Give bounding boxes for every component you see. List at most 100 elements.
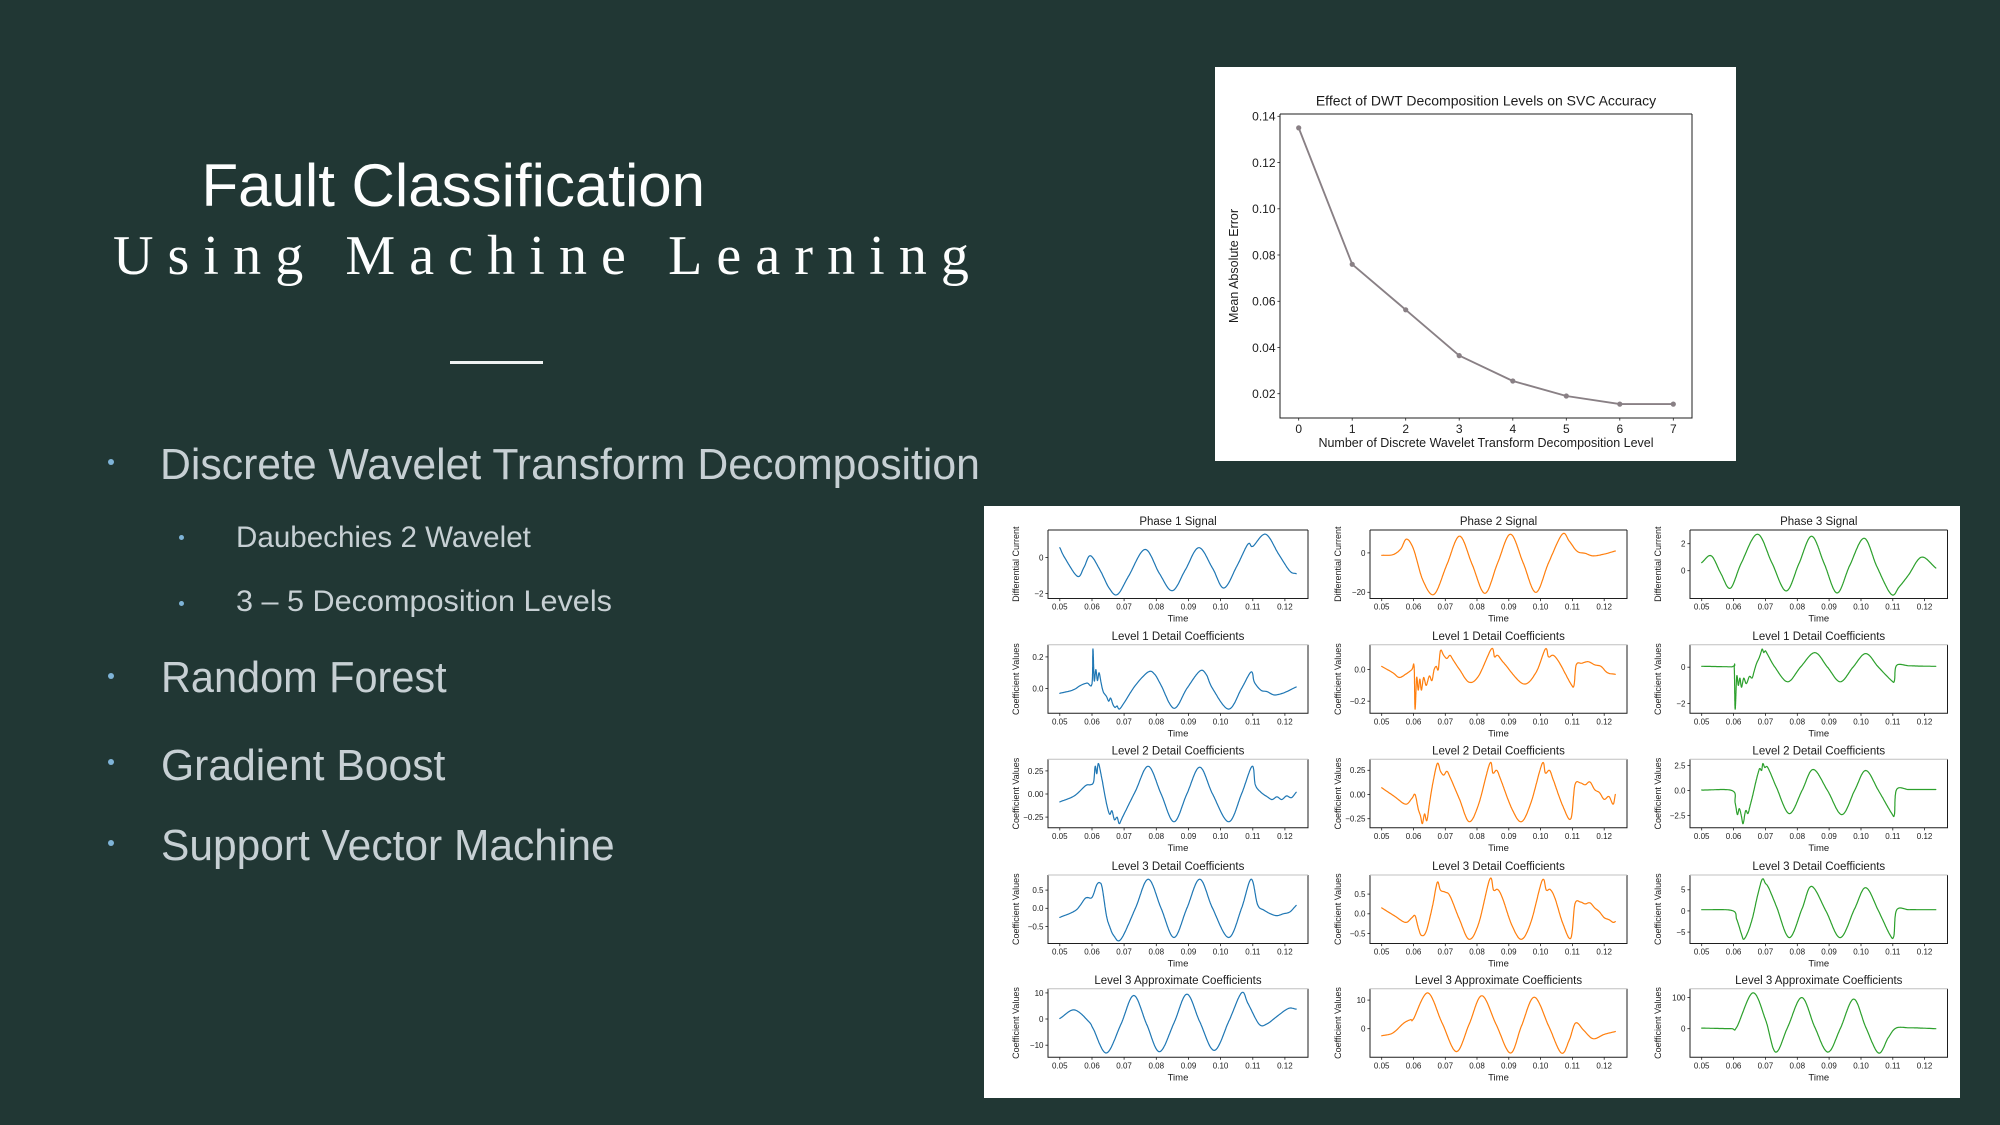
svg-text:0.06: 0.06: [1726, 948, 1742, 957]
svg-text:0.07: 0.07: [1116, 718, 1132, 727]
svg-text:Level 1 Detail Coefficients: Level 1 Detail Coefficients: [1112, 631, 1245, 643]
svg-text:Time: Time: [1488, 614, 1509, 625]
svg-text:0.00: 0.00: [1028, 790, 1044, 799]
svg-text:Time: Time: [1808, 729, 1829, 740]
svg-text:0.14: 0.14: [1252, 110, 1276, 124]
svg-text:0.11: 0.11: [1245, 832, 1261, 841]
svg-text:0.08: 0.08: [1790, 718, 1806, 727]
svg-text:Time: Time: [1488, 729, 1509, 740]
svg-text:Time: Time: [1808, 959, 1829, 970]
svg-text:0.07: 0.07: [1438, 603, 1454, 612]
svg-text:0.06: 0.06: [1726, 1061, 1742, 1070]
svg-text:0.11: 0.11: [1885, 832, 1901, 841]
svg-text:Differential Current: Differential Current: [1011, 526, 1021, 602]
svg-text:0.12: 0.12: [1917, 948, 1933, 957]
svg-text:Phase 3 Signal: Phase 3 Signal: [1780, 516, 1857, 528]
svg-text:0.08: 0.08: [1149, 948, 1165, 957]
svg-text:Level 2 Detail Coefficients: Level 2 Detail Coefficients: [1112, 746, 1245, 758]
svg-text:Coefficient Values: Coefficient Values: [1011, 873, 1021, 945]
svg-text:Level 3 Detail Coefficients: Level 3 Detail Coefficients: [1432, 861, 1565, 873]
svg-text:0.05: 0.05: [1052, 603, 1068, 612]
svg-text:Coefficient Values: Coefficient Values: [1333, 987, 1343, 1059]
svg-text:0.10: 0.10: [1213, 1061, 1229, 1070]
svg-text:3: 3: [1456, 422, 1463, 436]
svg-text:0.06: 0.06: [1084, 948, 1100, 957]
svg-text:Time: Time: [1168, 959, 1189, 970]
svg-text:Number of Discrete Wavelet Tra: Number of Discrete Wavelet Transform Dec…: [1318, 436, 1653, 450]
svg-text:5: 5: [1563, 422, 1570, 436]
svg-text:0.12: 0.12: [1596, 1061, 1612, 1070]
svg-text:Coefficient Values: Coefficient Values: [1653, 643, 1663, 715]
svg-text:0.08: 0.08: [1149, 718, 1165, 727]
svg-text:100: 100: [1672, 994, 1686, 1003]
svg-text:0.05: 0.05: [1694, 718, 1710, 727]
svg-text:−5: −5: [1676, 928, 1686, 937]
svg-text:0.06: 0.06: [1252, 295, 1276, 309]
svg-text:Level 2 Detail Coefficients: Level 2 Detail Coefficients: [1752, 746, 1885, 758]
svg-text:0.05: 0.05: [1052, 832, 1068, 841]
svg-text:Coefficient Values: Coefficient Values: [1011, 757, 1021, 829]
svg-text:0.08: 0.08: [1469, 1061, 1485, 1070]
svg-text:0.12: 0.12: [1917, 603, 1933, 612]
svg-text:0.10: 0.10: [1853, 718, 1869, 727]
svg-text:0.11: 0.11: [1565, 948, 1581, 957]
svg-text:0.12: 0.12: [1917, 1061, 1933, 1070]
svg-text:0.07: 0.07: [1758, 1061, 1774, 1070]
svg-text:Time: Time: [1488, 959, 1509, 970]
svg-text:Level 3 Approximate Coefficien: Level 3 Approximate Coefficients: [1735, 975, 1903, 987]
svg-text:0.10: 0.10: [1533, 603, 1549, 612]
svg-text:0: 0: [1681, 907, 1686, 916]
svg-text:0.11: 0.11: [1245, 603, 1261, 612]
svg-text:10: 10: [1357, 996, 1366, 1005]
svg-text:−0.25: −0.25: [1023, 813, 1044, 822]
svg-text:0.06: 0.06: [1726, 603, 1742, 612]
svg-text:0.11: 0.11: [1565, 603, 1581, 612]
svg-text:0.12: 0.12: [1277, 832, 1293, 841]
svg-text:0.09: 0.09: [1501, 718, 1517, 727]
svg-text:−0.5: −0.5: [1350, 929, 1366, 938]
svg-text:Time: Time: [1808, 843, 1829, 854]
svg-text:0.11: 0.11: [1565, 832, 1581, 841]
svg-text:0.09: 0.09: [1821, 948, 1837, 957]
svg-text:0.10: 0.10: [1853, 948, 1869, 957]
svg-text:0.10: 0.10: [1533, 1061, 1549, 1070]
svg-text:2: 2: [1681, 540, 1686, 549]
svg-text:Time: Time: [1168, 843, 1189, 854]
svg-text:0.05: 0.05: [1374, 603, 1390, 612]
svg-text:0.05: 0.05: [1374, 832, 1390, 841]
svg-text:2.5: 2.5: [1674, 761, 1686, 770]
svg-text:0: 0: [1681, 1025, 1686, 1034]
svg-text:Coefficient Values: Coefficient Values: [1333, 643, 1343, 715]
svg-text:Coefficient Values: Coefficient Values: [1653, 987, 1663, 1059]
svg-text:0.09: 0.09: [1501, 948, 1517, 957]
svg-text:0.05: 0.05: [1052, 948, 1068, 957]
svg-text:0.09: 0.09: [1181, 1061, 1197, 1070]
svg-text:0: 0: [1295, 422, 1302, 436]
svg-text:Phase 2 Signal: Phase 2 Signal: [1460, 516, 1537, 528]
svg-text:0.07: 0.07: [1116, 948, 1132, 957]
svg-text:0.10: 0.10: [1213, 718, 1229, 727]
svg-text:0: 0: [1039, 1015, 1044, 1024]
svg-text:0.12: 0.12: [1917, 832, 1933, 841]
svg-text:0.11: 0.11: [1565, 718, 1581, 727]
svg-text:0.11: 0.11: [1885, 948, 1901, 957]
svg-text:0.0: 0.0: [1354, 910, 1366, 919]
svg-text:0.10: 0.10: [1252, 202, 1276, 216]
svg-text:Level 1 Detail Coefficients: Level 1 Detail Coefficients: [1432, 631, 1565, 643]
svg-text:0.05: 0.05: [1694, 832, 1710, 841]
svg-text:Effect of DWT Decomposition Le: Effect of DWT Decomposition Levels on SV…: [1316, 93, 1656, 109]
svg-text:0.10: 0.10: [1533, 832, 1549, 841]
svg-text:−2: −2: [1034, 589, 1044, 598]
svg-text:0.25: 0.25: [1028, 767, 1044, 776]
svg-text:0.06: 0.06: [1406, 603, 1422, 612]
svg-text:0.5: 0.5: [1354, 890, 1366, 899]
svg-text:0.05: 0.05: [1374, 948, 1390, 957]
svg-text:0: 0: [1681, 663, 1686, 672]
svg-text:−2: −2: [1676, 700, 1686, 709]
svg-text:Mean Absolute Error: Mean Absolute Error: [1227, 209, 1241, 323]
svg-text:0.12: 0.12: [1277, 718, 1293, 727]
svg-text:0.08: 0.08: [1790, 948, 1806, 957]
svg-text:0.07: 0.07: [1758, 948, 1774, 957]
svg-text:0.12: 0.12: [1277, 1061, 1293, 1070]
svg-text:Phase 1 Signal: Phase 1 Signal: [1139, 516, 1216, 528]
